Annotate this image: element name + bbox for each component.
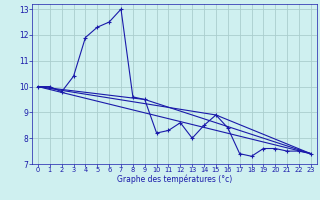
X-axis label: Graphe des températures (°c): Graphe des températures (°c) [117,175,232,184]
